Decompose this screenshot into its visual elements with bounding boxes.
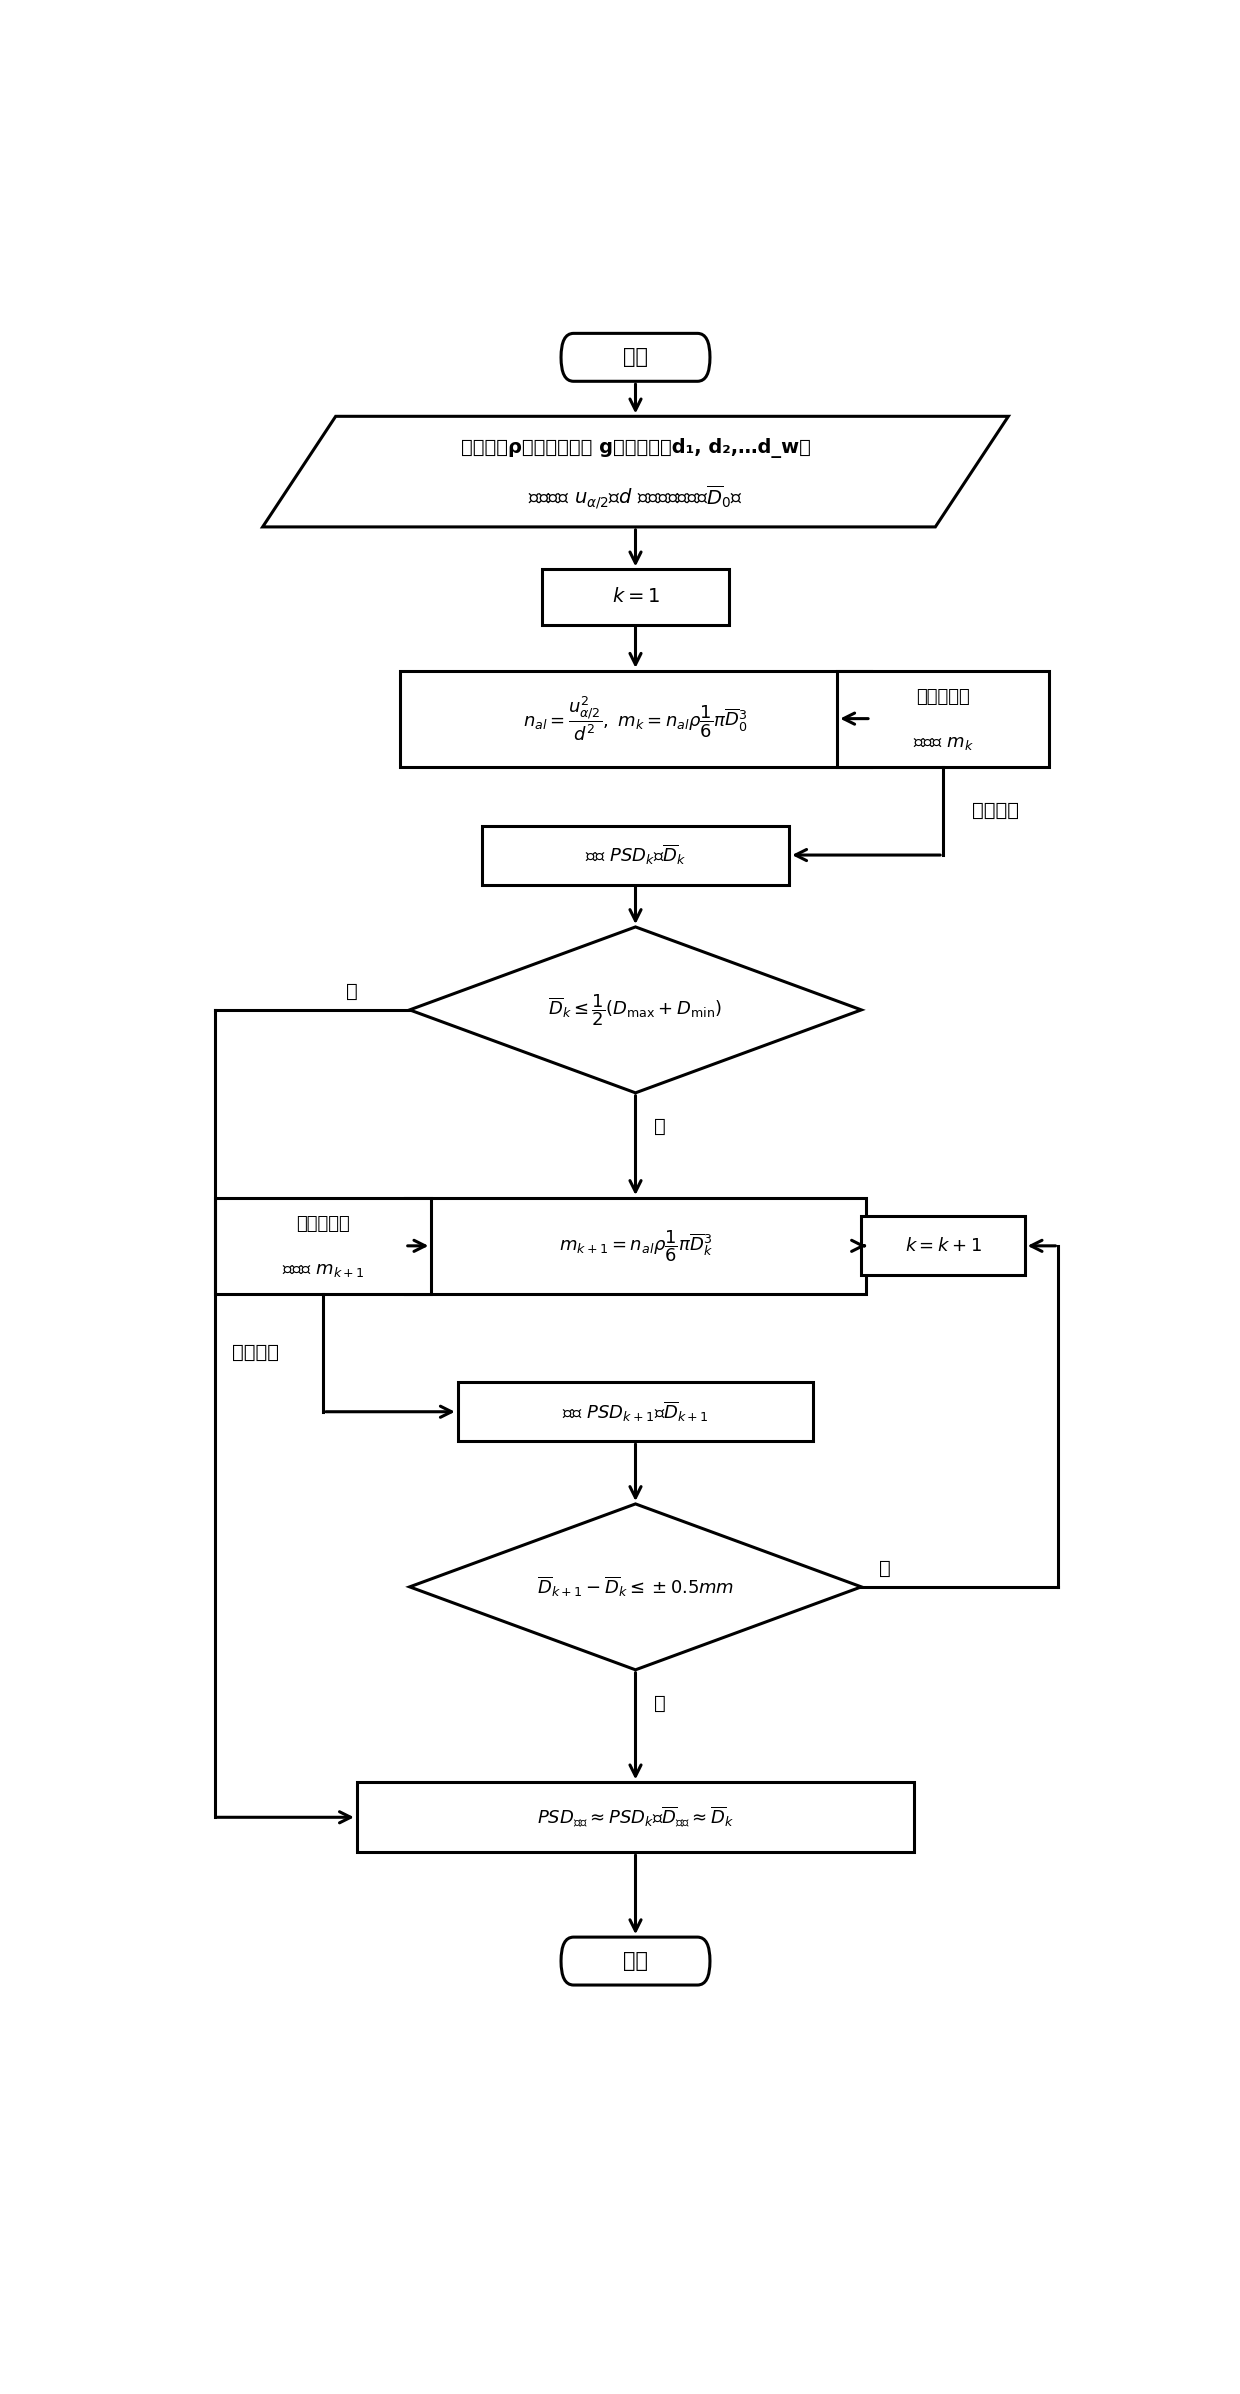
- Text: 称量后续试: 称量后续试: [296, 1214, 350, 1233]
- Text: 筛分试验: 筛分试验: [232, 1343, 279, 1362]
- Polygon shape: [409, 926, 862, 1092]
- Bar: [357, 1781, 914, 1853]
- Bar: [542, 570, 729, 625]
- Text: 输入密度ρ、重力加速度 g、筛箱孔径d₁, d₂,…d_w、: 输入密度ρ、重力加速度 g、筛箱孔径d₁, d₂,…d_w、: [460, 438, 811, 457]
- Bar: [404, 1197, 866, 1293]
- Text: 样本 $PSD_{k+1}$、$\overline{D}_{k+1}$: 样本 $PSD_{k+1}$、$\overline{D}_{k+1}$: [562, 1400, 709, 1424]
- Bar: [215, 1197, 432, 1293]
- Text: $PSD_{总体}\approx PSD_k$、$\overline{D}_{总体}\approx\overline{D}_k$: $PSD_{总体}\approx PSD_k$、$\overline{D}_{总…: [537, 1805, 734, 1829]
- Text: 结束: 结束: [622, 1951, 649, 1970]
- FancyBboxPatch shape: [560, 333, 711, 381]
- Text: 否: 否: [879, 1558, 892, 1578]
- Text: $k=1$: $k=1$: [611, 587, 660, 606]
- Text: 验样本 $m_{k+1}$: 验样本 $m_{k+1}$: [281, 1262, 365, 1278]
- Polygon shape: [409, 1503, 862, 1671]
- Text: 否: 否: [653, 1116, 666, 1135]
- Bar: [401, 670, 870, 766]
- Text: 精度指标 $u_{\alpha/2}$、$d$ 和初始平均粒径$\overline{D}_0$等: 精度指标 $u_{\alpha/2}$、$d$ 和初始平均粒径$\overlin…: [528, 484, 743, 512]
- Text: $\overline{D}_k\leq\dfrac{1}{2}(D_{\max}+D_{\min})$: $\overline{D}_k\leq\dfrac{1}{2}(D_{\max}…: [548, 991, 723, 1027]
- Text: 验样本 $m_k$: 验样本 $m_k$: [913, 733, 973, 752]
- Text: $\overline{D}_{k+1}-\overline{D}_{k}\leq\pm 0.5mm$: $\overline{D}_{k+1}-\overline{D}_{k}\leq…: [537, 1575, 734, 1599]
- Bar: [837, 670, 1049, 766]
- Text: $m_{k+1}=n_{al}\rho\dfrac{1}{6}\pi\overline{D}_{k}^{3}$: $m_{k+1}=n_{al}\rho\dfrac{1}{6}\pi\overl…: [558, 1228, 713, 1264]
- Text: 是: 是: [653, 1693, 666, 1712]
- Bar: [458, 1381, 813, 1441]
- Text: 开始: 开始: [622, 347, 649, 366]
- FancyBboxPatch shape: [560, 1937, 711, 1985]
- Text: 是: 是: [346, 982, 358, 1001]
- Text: $n_{al}=\dfrac{u_{\alpha/2}^{2}}{d^{2}},\ m_{k}=n_{al}\rho\dfrac{1}{6}\pi\overli: $n_{al}=\dfrac{u_{\alpha/2}^{2}}{d^{2}},…: [523, 694, 748, 742]
- Text: 称量初次试: 称量初次试: [916, 687, 970, 706]
- Bar: [481, 826, 789, 883]
- Bar: [862, 1216, 1024, 1276]
- Text: 样本 $PSD_k$、$\overline{D}_k$: 样本 $PSD_k$、$\overline{D}_k$: [585, 843, 686, 867]
- Text: $k=k+1$: $k=k+1$: [905, 1238, 981, 1254]
- Polygon shape: [263, 417, 1008, 527]
- Text: 筛分试验: 筛分试验: [972, 802, 1019, 821]
